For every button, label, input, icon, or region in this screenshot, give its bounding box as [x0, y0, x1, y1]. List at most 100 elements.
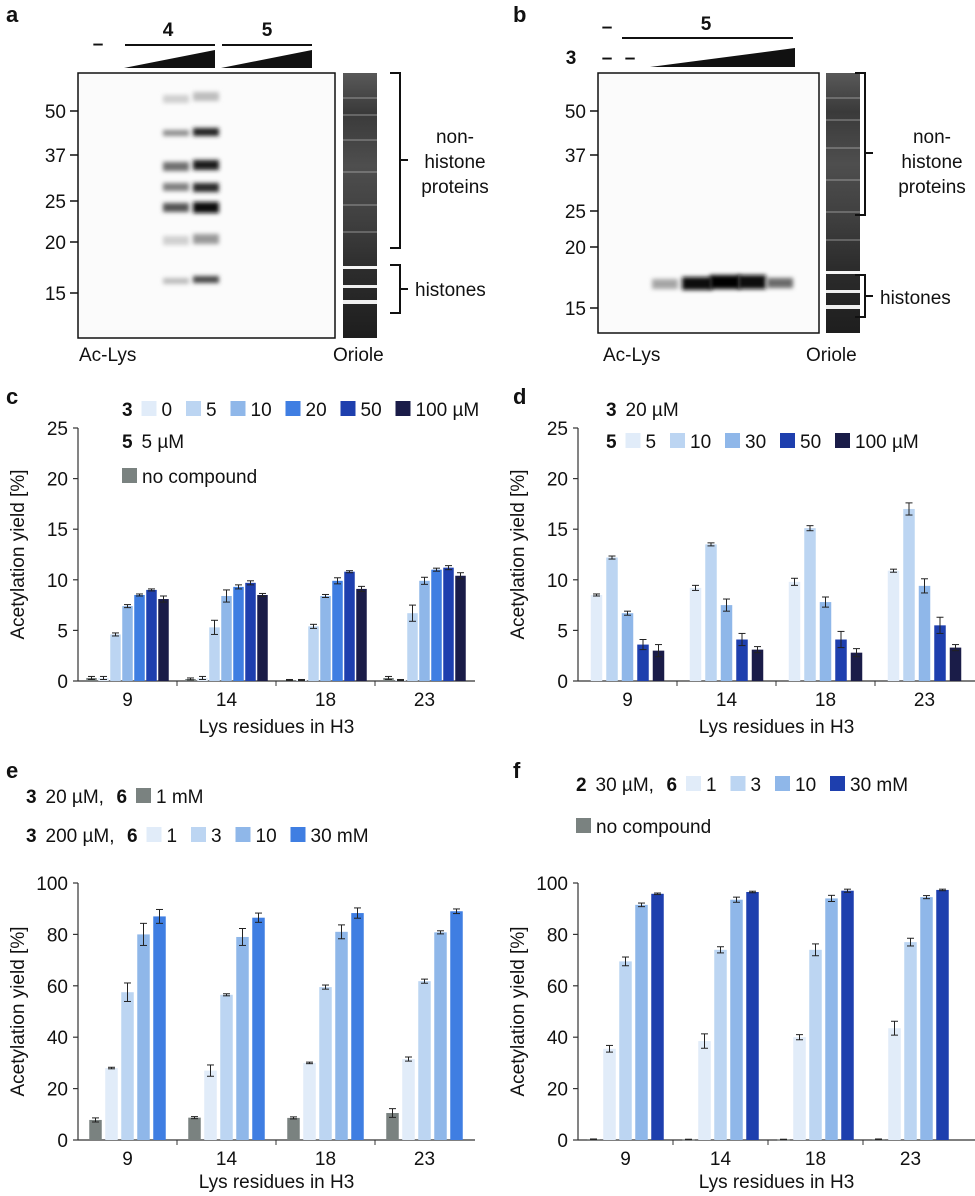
y-tick-label: 80	[47, 925, 68, 946]
legend-swatch	[780, 433, 795, 448]
bar	[308, 626, 319, 681]
y-tick-label: 20	[547, 470, 568, 491]
legend-label: 10	[256, 826, 277, 847]
bar	[637, 644, 649, 681]
oriole-bands-b	[826, 97, 860, 241]
bar	[220, 994, 233, 1140]
bar	[204, 1070, 217, 1140]
bar	[431, 569, 442, 681]
legend-swatch	[186, 401, 201, 416]
legend-label: 5	[122, 432, 133, 453]
oriole-stain-lane-b	[826, 73, 860, 333]
panel-letter-e: e	[6, 758, 18, 783]
x-tick-label: 18	[805, 1149, 826, 1170]
marker-ladder-a: 50 37 25 20 15	[45, 102, 78, 305]
legend-label: 3	[26, 787, 37, 808]
y-axis-label: Acetylation yield [%]	[8, 469, 29, 639]
legend-swatch	[686, 776, 701, 791]
x-axis-label: Lys residues in H3	[699, 1172, 855, 1193]
bar	[788, 581, 801, 681]
legend-label: 0	[162, 400, 173, 421]
oriole-histone-band	[826, 305, 860, 309]
legend-label: 30 mM	[311, 826, 369, 847]
panel-letter-f: f	[513, 758, 521, 783]
bar	[603, 1048, 616, 1140]
blot-panel-a: a – 4 5 50 37 25	[6, 2, 489, 366]
bar	[257, 594, 268, 681]
legend-label: no compound	[142, 467, 257, 488]
panel-letter-a: a	[6, 2, 19, 27]
bracket-histones-b	[855, 274, 873, 318]
legend-label: 1	[706, 775, 717, 796]
bar	[936, 889, 949, 1140]
legend-label: 20	[306, 400, 327, 421]
bar	[105, 1068, 118, 1140]
legend-label: 50	[800, 432, 821, 453]
x-tick-label: 9	[122, 690, 133, 711]
bar	[804, 528, 816, 681]
bar	[606, 557, 618, 681]
y-axis-label: Acetylation yield [%]	[508, 926, 529, 1096]
x-tick-label: 14	[716, 690, 738, 711]
legend-label: 6	[667, 775, 678, 796]
blot-panel-b: b – 5 3 – – 50 37 25 20 15	[513, 2, 966, 366]
y-tick-label: 80	[547, 925, 568, 946]
bar	[137, 934, 150, 1140]
x-tick-label: 23	[914, 690, 935, 711]
marker-label: 37	[565, 146, 586, 167]
bracket-label: non-	[436, 127, 474, 148]
bar	[335, 931, 348, 1140]
legend-label: 5	[206, 400, 217, 421]
legend-swatch	[290, 827, 306, 842]
bar	[146, 589, 157, 681]
y-tick-label: 0	[57, 672, 68, 693]
bar	[720, 605, 733, 681]
x-tick-label: 18	[315, 690, 336, 711]
bracket-histones-a	[390, 264, 408, 314]
legend-label: no compound	[596, 817, 711, 838]
legend-label: 6	[117, 787, 128, 808]
bar	[698, 1041, 711, 1140]
bar	[419, 580, 430, 681]
y-tick-label: 40	[47, 1028, 68, 1049]
y-tick-label: 60	[47, 977, 68, 998]
legend-label: 5	[606, 432, 617, 453]
legend-label: 10	[795, 775, 816, 796]
y-tick-label: 15	[547, 520, 568, 541]
x-tick-label: 18	[815, 690, 836, 711]
bar	[356, 588, 367, 681]
legend-label: 50	[361, 400, 382, 421]
bar	[888, 1028, 901, 1140]
bracket-nonhistone-b	[855, 72, 873, 216]
blot-membrane-b	[597, 72, 820, 334]
bracket-label: proteins	[898, 177, 966, 198]
y-tick-label: 5	[57, 621, 68, 642]
bar	[590, 594, 603, 681]
legend-label: 5	[646, 432, 657, 453]
bar-chart-f: f 2 30 µM, 6 1 3 10 30 mM no compound 0 20 40 60 80 10…	[508, 758, 975, 1193]
legend-swatch	[235, 827, 251, 842]
lane-label-compound-3: 3	[566, 48, 577, 69]
x-tick-label: 9	[122, 1149, 133, 1170]
marker-label: 15	[45, 284, 66, 305]
y-tick-label: 25	[47, 419, 68, 440]
panel-letter-b: b	[513, 2, 526, 27]
legend-label: 3	[606, 400, 617, 421]
legend-label: 30 µM,	[596, 775, 654, 796]
legend-swatch	[285, 401, 301, 416]
y-tick-label: 10	[47, 571, 68, 592]
legend-swatch	[141, 401, 157, 416]
bar	[407, 613, 418, 681]
legend-swatch	[830, 776, 845, 791]
bar	[252, 917, 265, 1140]
bar	[287, 1117, 300, 1140]
bar	[455, 575, 466, 681]
bar	[158, 599, 169, 681]
legend-label: 3	[751, 775, 762, 796]
y-tick-label: 15	[47, 520, 68, 541]
blot-bands-b	[652, 275, 793, 290]
bracket-label: histone	[901, 152, 962, 173]
legend-label: 3	[26, 826, 37, 847]
blot-bottom-left-label: Ac-Lys	[79, 345, 136, 366]
bar	[418, 981, 431, 1140]
